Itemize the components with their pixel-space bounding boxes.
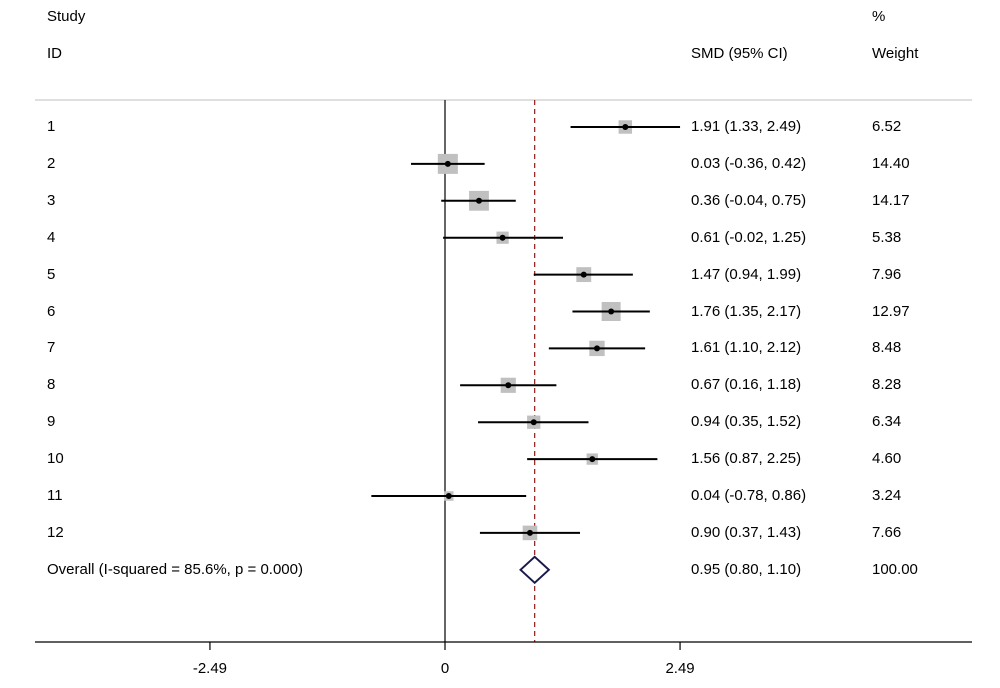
weight-study-3: 14.17 bbox=[872, 191, 910, 209]
smd-ci-study-11: 0.04 (-0.78, 0.86) bbox=[691, 487, 807, 504]
smd-ci-study-1: 1.91 (1.33, 2.49) bbox=[691, 118, 802, 135]
weight-study-1: 6.52 bbox=[872, 118, 902, 135]
weight-study-2: 14.40 bbox=[872, 154, 910, 172]
point-estimate-study-1 bbox=[622, 124, 629, 130]
study-id-10: 10 bbox=[47, 450, 64, 468]
point-estimate-study-12 bbox=[526, 529, 533, 536]
weight-study-7: 8.48 bbox=[872, 339, 902, 357]
study-id-12: 12 bbox=[47, 523, 64, 541]
point-estimate-study-7 bbox=[593, 345, 600, 352]
study-id-6: 6 bbox=[47, 302, 56, 320]
point-estimate-study-5 bbox=[580, 271, 587, 278]
point-estimate-study-9 bbox=[530, 419, 537, 426]
smd-ci-study-8: 0.67 (0.16, 1.18) bbox=[691, 376, 802, 394]
study-id-7: 7 bbox=[47, 339, 56, 357]
weight-study-6: 12.97 bbox=[872, 302, 910, 320]
weight-study-10: 4.60 bbox=[872, 450, 902, 468]
study-id-9: 9 bbox=[47, 413, 56, 431]
weight-study-5: 7.96 bbox=[872, 265, 902, 283]
study-id-3: 3 bbox=[47, 191, 56, 209]
study-id-11: 11 bbox=[47, 487, 63, 504]
point-estimate-study-11 bbox=[445, 493, 452, 499]
header-study: Study bbox=[47, 8, 86, 25]
weight-study-11: 3.24 bbox=[872, 487, 902, 504]
study-id-5: 5 bbox=[47, 265, 56, 283]
study-id-8: 8 bbox=[47, 376, 56, 394]
overall-label: Overall (I-squared = 85.6%, p = 0.000) bbox=[47, 560, 303, 578]
header-id: ID bbox=[47, 45, 62, 62]
weight-study-4: 5.38 bbox=[872, 228, 902, 246]
point-estimate-study-2 bbox=[444, 160, 451, 167]
header-smd: SMD (95% CI) bbox=[691, 45, 788, 62]
point-estimate-study-3 bbox=[475, 197, 482, 204]
overall-weight: 100.00 bbox=[872, 560, 918, 578]
smd-ci-study-9: 0.94 (0.35, 1.52) bbox=[691, 413, 802, 431]
smd-ci-study-5: 1.47 (0.94, 1.99) bbox=[691, 265, 802, 283]
header-percent: % bbox=[872, 8, 886, 25]
smd-ci-study-12: 0.90 (0.37, 1.43) bbox=[691, 523, 802, 541]
smd-ci-study-6: 1.76 (1.35, 2.17) bbox=[691, 302, 802, 320]
header-weight: Weight bbox=[872, 45, 919, 62]
point-estimate-study-6 bbox=[608, 308, 615, 315]
x-tick-label-0: -2.49 bbox=[192, 660, 228, 677]
smd-ci-study-7: 1.61 (1.10, 2.12) bbox=[691, 339, 802, 357]
overall-smd-ci: 0.95 (0.80, 1.10) bbox=[691, 560, 802, 578]
study-id-4: 4 bbox=[47, 228, 56, 246]
point-estimate-study-10 bbox=[589, 456, 596, 463]
point-estimate-study-8 bbox=[505, 382, 512, 389]
overall-diamond bbox=[519, 555, 551, 585]
x-tick-label-1: 0 bbox=[440, 660, 450, 677]
smd-ci-study-3: 0.36 (-0.04, 0.75) bbox=[691, 191, 807, 209]
smd-ci-study-10: 1.56 (0.87, 2.25) bbox=[691, 450, 802, 468]
weight-study-8: 8.28 bbox=[872, 376, 902, 394]
study-id-1: 1 bbox=[47, 118, 56, 135]
point-estimate-study-4 bbox=[499, 234, 506, 241]
x-tick-label-2: 2.49 bbox=[665, 660, 695, 677]
smd-ci-study-2: 0.03 (-0.36, 0.42) bbox=[691, 154, 807, 172]
smd-ci-study-4: 0.61 (-0.02, 1.25) bbox=[691, 228, 807, 246]
weight-study-9: 6.34 bbox=[872, 413, 902, 431]
study-id-2: 2 bbox=[47, 154, 56, 172]
weight-study-12: 7.66 bbox=[872, 523, 902, 541]
